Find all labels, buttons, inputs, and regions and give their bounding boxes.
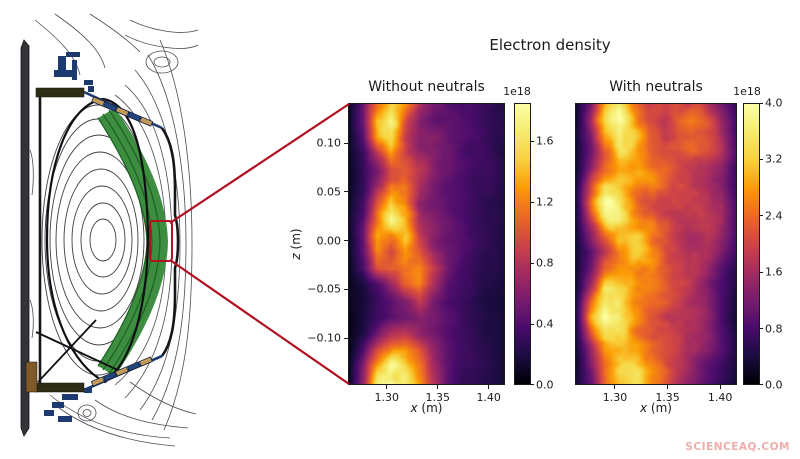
colorbar-tick-mark <box>531 140 534 142</box>
x-tick-mark <box>719 385 721 389</box>
colorbar-tick-label: 1.2 <box>536 195 554 209</box>
colorbar-tick-mark <box>531 262 534 264</box>
colorbar-tick-mark <box>760 271 763 273</box>
structure-bars <box>25 87 85 393</box>
x-tick-mark <box>667 385 669 389</box>
y-tick-mark <box>344 337 348 339</box>
y-tick-mark <box>344 288 348 290</box>
y-tick-label: 0.05 <box>316 185 342 199</box>
colorbar-tick-label: 0.8 <box>536 256 554 270</box>
x-tick-label: 1.35 <box>655 391 680 404</box>
colorbar-tick-label: 0.4 <box>536 317 554 331</box>
colorbar-tick-mark <box>531 201 534 203</box>
colorbar-tick-label: 4.0 <box>765 96 783 110</box>
colorbar-tick-mark <box>760 215 763 217</box>
colorbar-with-neutrals <box>743 103 760 385</box>
x-tick-label: 1.35 <box>425 391 450 404</box>
y-tick-mark <box>344 240 348 242</box>
coil-structures <box>44 52 94 422</box>
colorbar-tick-label: 0.0 <box>765 378 783 392</box>
y-tick-label: −0.05 <box>307 282 341 296</box>
y-tick-label: −0.10 <box>307 331 341 345</box>
baffle-tiles <box>90 96 154 387</box>
colorbar-tick-mark <box>760 102 763 104</box>
x-axis-label-with: x (m) <box>640 401 672 415</box>
panel-title-without-neutrals: Without neutrals <box>368 79 485 95</box>
colorbar-tick-mark <box>760 383 763 385</box>
heatmap-without-neutrals <box>348 103 505 385</box>
y-tick-mark <box>344 191 348 193</box>
colorbar-tick-mark <box>531 323 534 325</box>
central-column <box>20 39 30 437</box>
colorbar-scale-label-without: 1e18 <box>503 85 531 98</box>
colorbar-tick-label: 0.0 <box>536 378 554 392</box>
y-tick-mark <box>344 142 348 144</box>
colorbar-tick-label: 2.4 <box>765 209 783 223</box>
colorbar-without-neutrals <box>514 103 531 385</box>
x-tick-mark <box>437 385 439 389</box>
panel-title-with-neutrals: With neutrals <box>609 79 703 95</box>
colorbar-tick-mark <box>760 158 763 160</box>
x-axis-label-without: x (m) <box>410 401 443 415</box>
x-tick-mark <box>386 385 388 389</box>
y-tick-label: 0.10 <box>316 136 342 150</box>
x-tick-mark <box>614 385 616 389</box>
x-tick-label: 1.30 <box>374 391 399 404</box>
y-tick-label: 0.00 <box>316 234 342 248</box>
x-tick-label: 1.40 <box>476 391 501 404</box>
colorbar-scale-label-with: 1e18 <box>733 85 761 98</box>
colorbar-tick-label: 1.6 <box>765 265 783 279</box>
x-tick-mark <box>488 385 490 389</box>
x-tick-label: 1.40 <box>707 391 733 404</box>
heatmap-with-neutrals <box>575 103 737 385</box>
colorbar-tick-label: 1.6 <box>536 134 554 148</box>
colorbar-tick-label: 3.2 <box>765 152 783 166</box>
x-tick-label: 1.30 <box>602 391 628 404</box>
tokamak-cross-section-diagram <box>20 13 199 447</box>
colorbar-tick-label: 0.8 <box>765 322 783 336</box>
figure-title: Electron density <box>489 36 611 54</box>
watermark: SCIENCEAQ.COM <box>685 441 790 453</box>
colorbar-tick-mark <box>760 328 763 330</box>
colorbar-tick-mark <box>531 383 534 385</box>
